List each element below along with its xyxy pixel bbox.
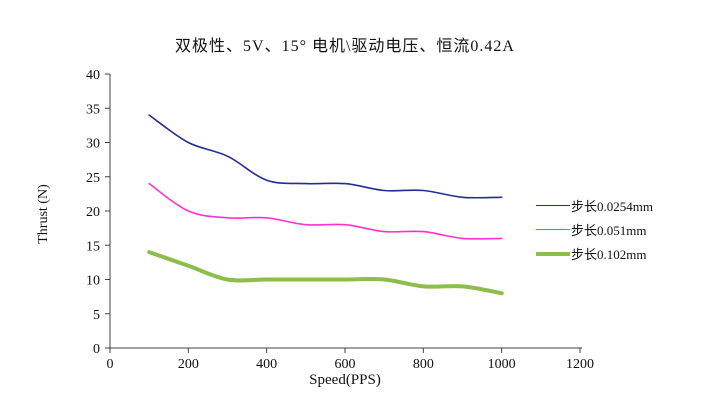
x-tick-label: 600 [335, 357, 356, 372]
legend-label: 步长0.102mm [571, 247, 647, 262]
y-tick-label: 30 [86, 137, 100, 152]
y-tick-label: 15 [86, 239, 100, 254]
y-tick-label: 25 [86, 171, 100, 186]
legend-line-swatch [536, 251, 570, 256]
x-tick-label: 1200 [566, 357, 594, 372]
x-tick-label: 1000 [488, 357, 516, 372]
x-axis-title: Speed(PPS) [309, 372, 381, 388]
y-tick-label: 20 [86, 205, 100, 220]
legend-line-swatch [536, 228, 570, 231]
legend-label: 步长0.051mm [571, 223, 647, 238]
y-tick-label: 0 [93, 342, 100, 357]
x-tick-label: 400 [256, 357, 277, 372]
y-tick-label: 10 [86, 274, 100, 289]
y-tick-label: 35 [86, 102, 100, 117]
series-line-2 [147, 250, 504, 296]
chart-title: 双极性、5V、15° 电机\驱动电压、恒流0.42A [175, 38, 515, 55]
legend-label: 步长0.0254mm [571, 199, 653, 214]
x-tick-label: 800 [413, 357, 434, 372]
legend-item-1: 步长0.051mm [536, 222, 653, 238]
chart-legend: 步长0.0254mm 步长0.051mm 步长0.102mm [536, 198, 653, 262]
legend-item-0: 步长0.0254mm [536, 198, 653, 214]
x-tick-label: 200 [178, 357, 199, 372]
y-tick-label: 40 [86, 68, 100, 83]
series-line-0 [148, 114, 503, 199]
y-tick-label: 5 [93, 308, 100, 323]
legend-item-2: 步长0.102mm [536, 246, 653, 262]
x-tick-label: 0 [107, 357, 114, 372]
legend-line-swatch [536, 204, 570, 207]
series-line-1 [148, 182, 503, 240]
